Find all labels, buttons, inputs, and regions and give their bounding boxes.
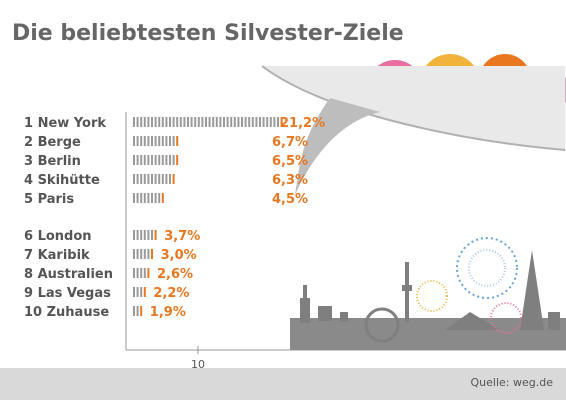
value-label: 6,3%: [272, 173, 308, 188]
category-label: 7 Karibik: [24, 248, 90, 263]
city-skyline-icon: [290, 250, 566, 350]
bar: [133, 155, 179, 165]
value-label: 6,5%: [272, 154, 308, 169]
category-label: 4 Skihütte: [24, 173, 100, 188]
value-label: 21,2%: [280, 116, 325, 131]
value-label: 2,6%: [157, 267, 193, 282]
category-label: 2 Berge: [24, 135, 81, 150]
bar: [133, 117, 283, 127]
bar: [133, 306, 143, 316]
bar: [133, 193, 164, 203]
fireworks-icon: [416, 237, 522, 334]
source-label: Quelle: weg.de: [471, 376, 554, 389]
category-label: 1 New York: [24, 116, 106, 131]
value-label: 3,7%: [164, 229, 200, 244]
value-label: 1,9%: [150, 305, 186, 320]
category-label: 10 Zuhause: [24, 305, 109, 320]
page-curl-icon: [261, 65, 566, 195]
x-tick-label: 10: [191, 358, 205, 371]
value-label: 3,0%: [161, 248, 197, 263]
value-label: 4,5%: [272, 192, 308, 207]
bar: [133, 249, 153, 259]
category-label: 9 Las Vegas: [24, 286, 111, 301]
value-label: 6,7%: [272, 135, 308, 150]
footer-band: [0, 368, 566, 400]
bar: [133, 287, 146, 297]
category-label: 6 London: [24, 229, 92, 244]
value-label: 2,2%: [153, 286, 189, 301]
labels-layer: 1 New York 21,2% 2 Berge 6,7% 3 Berlin 6,5% 4 …: [24, 116, 325, 320]
bar: [133, 174, 175, 184]
chart-title: Die beliebtesten Silvester-Ziele: [12, 21, 404, 46]
category-label: 5 Paris: [24, 192, 74, 207]
bars-layer: [133, 117, 283, 316]
category-label: 8 Australien: [24, 267, 113, 282]
bar: [133, 230, 157, 240]
bar: [133, 268, 150, 278]
bar: [133, 136, 179, 146]
category-label: 3 Berlin: [24, 154, 81, 169]
